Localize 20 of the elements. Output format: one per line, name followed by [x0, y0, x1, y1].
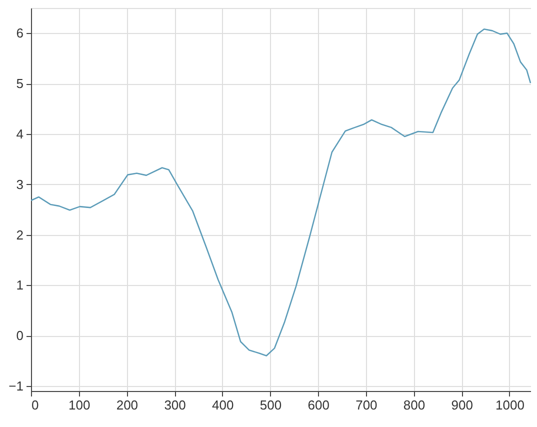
- y-tick-label: 6: [16, 26, 24, 41]
- x-tick-label: 100: [68, 398, 90, 412]
- x-tick-label: 0: [32, 398, 39, 412]
- x-tick-label: 1000: [496, 398, 524, 412]
- y-tick-label: 4: [16, 126, 24, 142]
- x-tick-label: 800: [403, 398, 426, 412]
- y-tick-label: 0: [16, 328, 24, 344]
- y-tick-label: 2: [16, 227, 24, 242]
- x-tick-label: 200: [116, 398, 138, 412]
- x-tick-label: 400: [212, 398, 234, 412]
- y-tick-label: 1: [16, 278, 24, 293]
- y-tick-label: 5: [16, 76, 24, 92]
- x-tick-label: 500: [260, 398, 282, 412]
- line-series: [31, 28, 531, 356]
- x-tick-label: 600: [308, 398, 330, 412]
- x-tick-label: 700: [356, 398, 378, 412]
- x-tick-label: 900: [451, 398, 473, 412]
- y-tick-label: 3: [16, 176, 24, 192]
- y-tick-label: −1: [8, 378, 24, 394]
- x-tick-label: 300: [164, 398, 186, 412]
